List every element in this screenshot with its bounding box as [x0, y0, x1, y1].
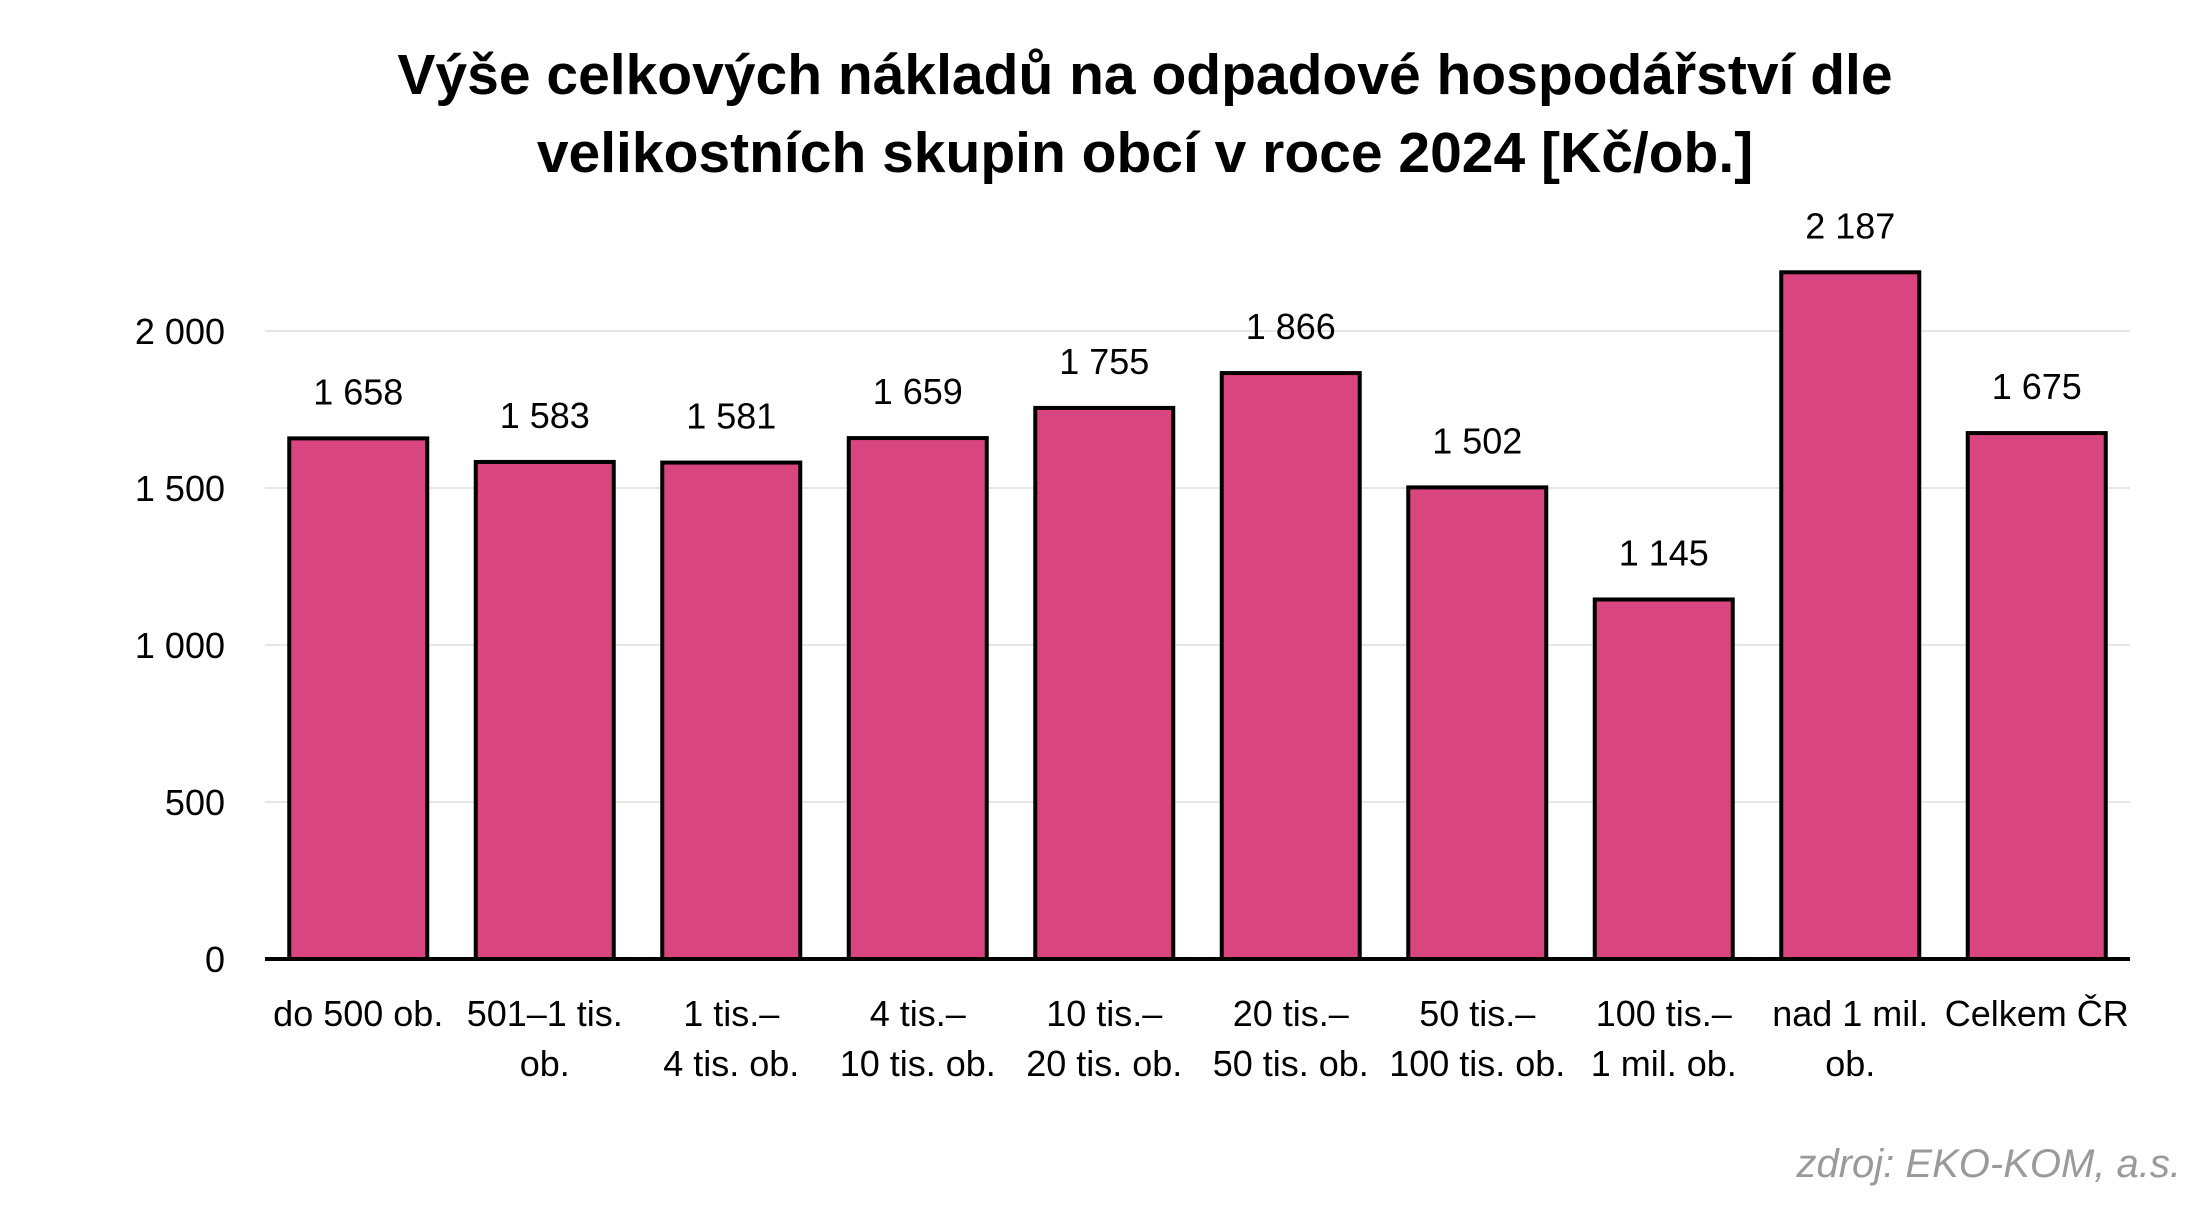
x-tick-label-line: 20 tis.–	[1233, 993, 1349, 1034]
x-tick-label: 10 tis.– 20 tis. ob.	[1026, 993, 1182, 1084]
data-label: 1 145	[1619, 532, 1709, 573]
chart-title: Výše celkových nákladů na odpadové hospo…	[0, 36, 2203, 192]
x-tick-label-line: 20 tis. ob.	[1026, 1043, 1182, 1084]
x-tick-label-line: 1 tis.–	[683, 993, 779, 1034]
x-tick-label-line: Celkem ČR	[1945, 993, 2129, 1034]
data-label: 1 658	[313, 371, 403, 412]
x-tick-label-line: ob.	[1825, 1043, 1875, 1084]
x-tick-label-line: 100 tis.–	[1596, 993, 1732, 1034]
x-tick-label: Celkem ČR	[1945, 993, 2129, 1034]
x-tick-label: 1 tis.– 4 tis. ob.	[663, 993, 799, 1084]
data-label: 1 581	[686, 396, 776, 437]
chart-title-line-1: Výše celkových nákladů na odpadové hospo…	[397, 43, 1893, 107]
x-tick-label: nad 1 mil. ob.	[1772, 993, 1928, 1084]
x-tick-label: 50 tis.– 100 tis. ob.	[1389, 993, 1565, 1084]
y-tick-label: 0	[205, 939, 225, 980]
x-tick-label-line: 50 tis. ob.	[1213, 1043, 1369, 1084]
x-tick-label: do 500 ob.	[273, 993, 443, 1034]
source-note: zdroj: EKO-KOM, a.s.	[1796, 1142, 2181, 1186]
bar	[1965, 431, 2108, 961]
bar	[1406, 485, 1549, 961]
x-tick-label-line: do 500 ob.	[273, 993, 443, 1034]
bar	[473, 459, 616, 961]
x-tick-label-line: 4 tis.–	[870, 993, 966, 1034]
bar	[660, 460, 803, 961]
data-label: 1 583	[500, 395, 590, 436]
y-tick-label: 500	[165, 782, 225, 823]
x-tick-label: 20 tis.– 50 tis. ob.	[1213, 993, 1369, 1084]
x-tick-label-line: nad 1 mil.	[1772, 993, 1928, 1034]
x-tick-label-line: 50 tis.–	[1419, 993, 1535, 1034]
y-tick-label: 2 000	[135, 311, 225, 352]
y-tick-label: 1 500	[135, 468, 225, 509]
data-label: 1 866	[1246, 306, 1336, 347]
x-tick-label: 100 tis.– 1 mil. ob.	[1591, 993, 1737, 1084]
bar	[1033, 405, 1176, 961]
x-tick-label: 501–1 tis. ob.	[467, 993, 623, 1084]
x-tick-label-line: 4 tis. ob.	[663, 1043, 799, 1084]
data-label: 1 502	[1432, 420, 1522, 461]
chart-title-line-2: velikostních skupin obcí v roce 2024 [Kč…	[536, 121, 1754, 185]
bar	[1219, 371, 1362, 961]
y-tick-label: 1 000	[135, 625, 225, 666]
x-tick-label-line: 10 tis. ob.	[840, 1043, 996, 1084]
data-label: 1 755	[1059, 341, 1149, 382]
x-tick-label-line: 501–1 tis.	[467, 993, 623, 1034]
x-tick-label-line: 10 tis.–	[1046, 993, 1162, 1034]
bar	[1779, 270, 1922, 962]
x-tick-label: 4 tis.– 10 tis. ob.	[840, 993, 996, 1084]
x-tick-label-line: ob.	[520, 1043, 570, 1084]
x-tick-label-line: 1 mil. ob.	[1591, 1043, 1737, 1084]
bar	[1592, 597, 1735, 961]
data-label: 1 659	[873, 371, 963, 412]
data-label: 2 187	[1805, 205, 1895, 246]
x-tick-label-line: 100 tis. ob.	[1389, 1043, 1565, 1084]
bar	[287, 436, 430, 961]
data-label: 1 675	[1992, 366, 2082, 407]
bar	[846, 436, 989, 962]
